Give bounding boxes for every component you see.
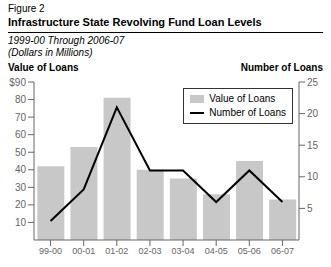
svg-text:70: 70 [15,112,27,123]
svg-text:25: 25 [307,77,319,88]
svg-text:00-01: 00-01 [72,246,95,256]
svg-text:04-05: 04-05 [205,246,228,256]
html-text:Number of Loans: Number of Loans [240,62,323,73]
svg-text:02-03: 02-03 [138,246,161,256]
svg-text:10: 10 [307,171,319,182]
svg-text:40: 40 [15,164,27,175]
svg-text:10: 10 [15,217,27,228]
svg-text:20: 20 [15,199,27,210]
svg-text:60: 60 [15,129,27,140]
html-text:Value of Loans: Value of Loans [8,62,79,73]
svg-text:03-04: 03-04 [172,246,195,256]
svg-text:5: 5 [307,203,313,214]
svg-text:80: 80 [15,94,27,105]
svg-text:99-00: 99-00 [39,246,62,256]
svg-text:30: 30 [15,182,27,193]
svg-text:06-07: 06-07 [271,246,294,256]
html-text:Infrastructure State Revolving: Infrastructure State Revolving Fund Loan… [8,16,262,28]
svg-text:15: 15 [307,140,319,151]
svg-text:01-02: 01-02 [105,246,128,256]
html-text:(Dollars in Millions): (Dollars in Millions) [8,47,93,58]
svg-text:05-06: 05-06 [238,246,261,256]
svg-text:20: 20 [307,108,319,119]
svg-text:$90: $90 [9,77,26,88]
html-text:Number of Loans: Number of Loans [209,107,286,118]
svg-text:50: 50 [15,147,27,158]
html-text:1999-00 Through 2006-07: 1999-00 Through 2006-07 [8,35,125,46]
html-text:Figure 2: Figure 2 [8,3,45,14]
html-text:Value of Loans: Value of Loans [209,93,276,104]
